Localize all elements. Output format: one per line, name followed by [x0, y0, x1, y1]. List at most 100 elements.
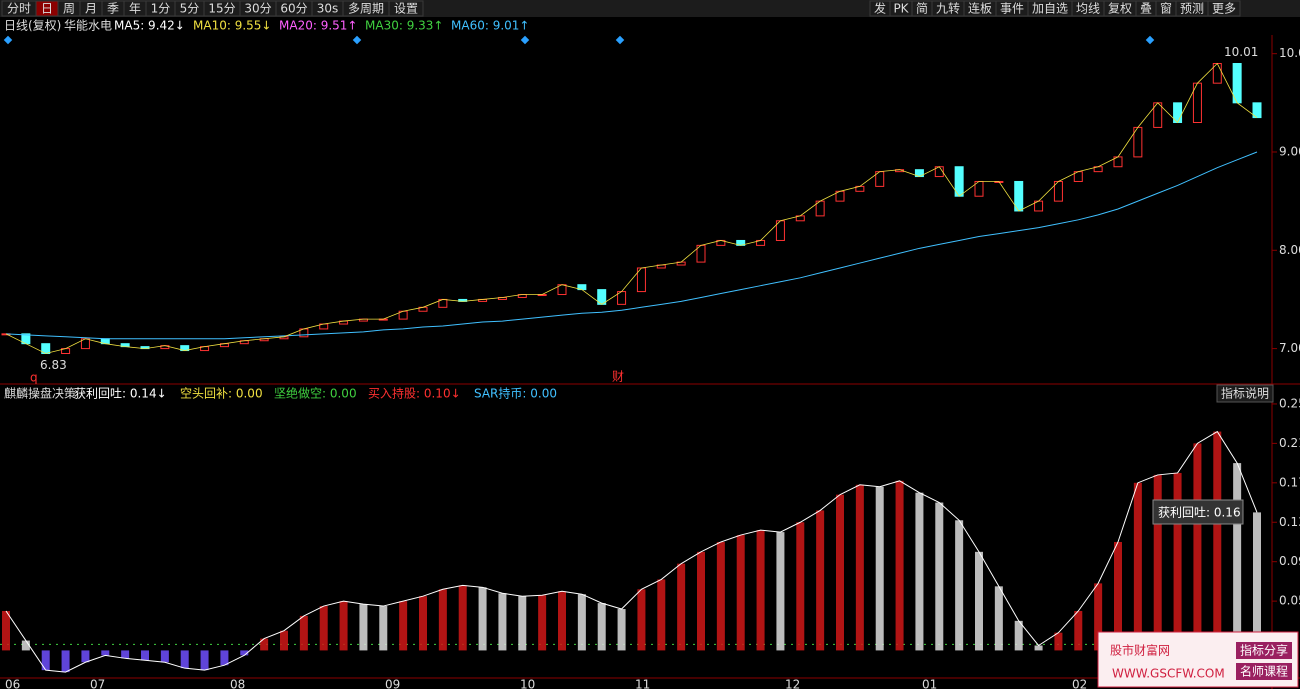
watermark-title: 股市财富网: [1110, 643, 1170, 658]
bar: [299, 615, 308, 651]
bar: [617, 609, 626, 651]
y-tick-label: 0.21: [1279, 436, 1300, 450]
bar: [1173, 472, 1182, 651]
toolbar-label[interactable]: 均线: [1076, 2, 1100, 16]
bar: [895, 480, 904, 651]
toolbar-label[interactable]: 30分: [244, 2, 271, 16]
event-diamond[interactable]: [1145, 35, 1155, 45]
toolbar-label[interactable]: 事件: [1000, 2, 1024, 16]
x-tick-label: 10: [520, 678, 535, 689]
bar: [478, 587, 487, 651]
bar: [538, 595, 547, 651]
indicator-value: 空头回补: 0.00: [180, 387, 263, 401]
ma-label: MA60: 9.01↑: [451, 19, 529, 33]
ma-label: MA10: 9.55↓: [193, 19, 271, 33]
event-diamond[interactable]: [3, 35, 13, 45]
ma-label: MA30: 9.33↑: [365, 19, 443, 33]
toolbar-label[interactable]: 30s: [317, 2, 339, 16]
toolbar-label[interactable]: 季: [107, 2, 119, 16]
toolbar-label[interactable]: 月: [85, 2, 97, 16]
bar: [836, 494, 844, 651]
toolbar-label[interactable]: 5分: [180, 2, 200, 16]
period: 日线(复权): [4, 19, 61, 33]
marker: 财: [612, 370, 624, 384]
toolbar-label[interactable]: 窗: [1160, 2, 1172, 16]
bar: [260, 638, 269, 651]
y-tick-label: 0.05: [1279, 594, 1300, 608]
x-tick-label: 01: [922, 678, 937, 689]
bar: [399, 601, 408, 651]
bar: [1193, 443, 1202, 651]
bar: [935, 502, 944, 651]
bar: [915, 492, 924, 651]
toolbar-label[interactable]: 简: [916, 2, 928, 16]
bar: [1153, 474, 1162, 651]
bar: [558, 591, 566, 651]
bar: [1114, 541, 1122, 651]
bar: [1094, 583, 1103, 651]
toolbar-label[interactable]: 1分: [151, 2, 171, 16]
toolbar-label[interactable]: 分时: [7, 2, 31, 16]
toolbar-label[interactable]: 15分: [208, 2, 235, 16]
toolbar-label[interactable]: 预测: [1180, 2, 1204, 16]
toolbar-label[interactable]: 更多: [1212, 2, 1236, 16]
bar: [975, 551, 983, 651]
toolbar-label[interactable]: 叠: [1140, 2, 1152, 16]
toolbar-button[interactable]: [388, 0, 424, 17]
watermark-tag: [1236, 642, 1292, 659]
toolbar-label[interactable]: 连板: [968, 1, 992, 16]
bar: [498, 593, 507, 651]
indicator-value: 买入持股: 0.10↓: [368, 386, 461, 401]
toolbar-label[interactable]: 九转: [936, 1, 960, 16]
low-label: 6.83: [40, 358, 67, 372]
toolbar-label[interactable]: 60分: [280, 2, 307, 16]
event-diamond[interactable]: [520, 35, 530, 45]
toolbar-label[interactable]: 复权: [1108, 2, 1132, 16]
ma-label: MA20: 9.51↑: [279, 19, 357, 33]
ma-label: MA5: 9.42↓: [114, 19, 185, 33]
indicator-value: 坚绝做空: 0.00: [274, 386, 357, 401]
bar: [1233, 463, 1242, 651]
bar: [1054, 632, 1063, 651]
toolbar-label[interactable]: 年: [129, 2, 141, 16]
indicator-value: 获利回吐: 0.14↓: [74, 387, 167, 401]
toolbar-label[interactable]: PK: [893, 2, 909, 16]
y-tick-label: 8.00: [1279, 243, 1300, 257]
y-tick-label: 0.09: [1279, 554, 1300, 568]
bar: [2, 610, 10, 651]
bar: [41, 650, 50, 671]
bar: [200, 650, 209, 671]
toolbar-label[interactable]: 周: [63, 2, 75, 16]
y-tick-label: 9.00: [1279, 144, 1300, 158]
bar: [955, 520, 964, 651]
bar: [716, 541, 725, 651]
toolbar-label[interactable]: 加自选: [1032, 2, 1068, 16]
event-diamond[interactable]: [615, 35, 625, 45]
bar: [458, 585, 467, 651]
close-line: [5, 62, 1258, 354]
event-diamond[interactable]: [352, 35, 362, 45]
bar: [419, 596, 427, 651]
bar: [61, 650, 70, 673]
bar: [81, 650, 90, 663]
bar: [1253, 512, 1261, 651]
toolbar-label[interactable]: 设置: [394, 2, 418, 16]
toolbar-button[interactable]: [869, 0, 891, 17]
bar: [339, 601, 348, 651]
bar: [518, 596, 527, 651]
bar: [1133, 482, 1142, 651]
x-tick-label: 08: [230, 678, 245, 689]
bar: [319, 606, 328, 651]
help-button-label[interactable]: 指标说明: [1221, 386, 1269, 401]
toolbar-label[interactable]: 发: [874, 1, 886, 16]
bar: [855, 484, 864, 651]
toolbar-label[interactable]: 多周期: [348, 2, 384, 16]
toolbar-label[interactable]: 日: [41, 2, 53, 16]
bar: [379, 606, 388, 651]
bar: [776, 532, 785, 651]
help-button[interactable]: [1216, 384, 1274, 403]
bar: [796, 522, 805, 651]
bar: [657, 579, 666, 651]
bar: [220, 650, 229, 666]
bar: [697, 551, 705, 651]
